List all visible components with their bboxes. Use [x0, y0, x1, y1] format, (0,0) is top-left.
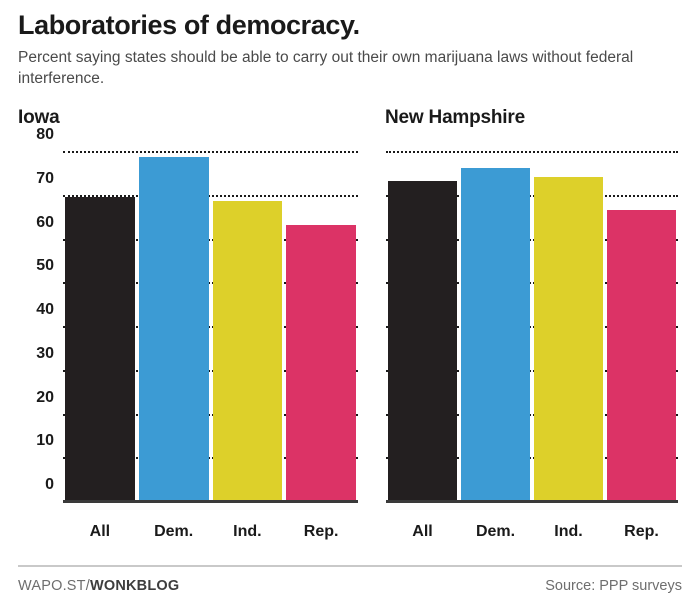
chart-title-iowa: Iowa	[18, 107, 60, 128]
gridline	[386, 369, 678, 372]
bar-slot	[137, 153, 211, 503]
x-axis-line-iowa	[63, 500, 358, 503]
plot-inner-iowa: 0 10 20 30 40 50 60 70 80 All Dem. Ind. Rep.	[36, 126, 358, 540]
x-axis-line-new-hampshire	[386, 500, 678, 503]
y-tick-label: 40	[36, 301, 54, 318]
y-tick-label: 70	[36, 169, 54, 187]
plot-area-iowa: 0 10 20 30 40 50 60 70 80 All Dem. Ind. Rep.	[18, 126, 358, 554]
x-tick-label: Dem.	[154, 523, 194, 540]
charts-container: Iowa 0 10 20 30 40 50 60 70 80 All Dem. Ind. Rep. N…	[18, 104, 682, 554]
y-tick-label: 60	[36, 213, 54, 231]
x-tick-label: Rep.	[303, 523, 339, 540]
gridline	[386, 326, 678, 328]
bar-ind[interactable]	[534, 177, 603, 503]
bar-rep[interactable]	[607, 209, 676, 503]
bar-dem[interactable]	[138, 157, 209, 503]
x-tick-labels-new-hampshire: All Dem. Ind. Rep.	[386, 523, 678, 541]
chart-panel-new-hampshire: New Hampshire All Dem. Ind. Rep.	[382, 104, 682, 554]
x-tick-label: All	[412, 523, 433, 540]
footer: WAPO.ST/WONKBLOG Source: PPP surveys	[18, 565, 682, 594]
gridline	[386, 282, 678, 285]
y-tick-label: 80	[36, 126, 54, 143]
y-tick-label: 30	[36, 344, 54, 362]
bar-slot	[284, 153, 358, 503]
gridline	[63, 151, 358, 153]
chart-title-new-hampshire: New Hampshire	[385, 107, 525, 128]
gridline	[386, 457, 678, 460]
gridline	[386, 151, 678, 153]
gridline	[63, 369, 358, 372]
gridline	[386, 194, 678, 197]
bar-slot	[63, 153, 137, 503]
x-tick-label: All	[89, 523, 111, 540]
y-tick-label: 0	[45, 476, 54, 493]
gridline	[63, 413, 358, 416]
x-tick-label: Ind.	[554, 523, 583, 540]
bar-rep[interactable]	[286, 225, 356, 503]
gridline	[63, 282, 358, 285]
x-tick-labels-iowa: All Dem. Ind. Rep.	[63, 523, 358, 541]
bar-group-iowa	[63, 153, 358, 503]
bar-all[interactable]	[388, 181, 457, 503]
brand-prefix: WAPO.ST/	[18, 578, 90, 594]
bar-slot	[532, 153, 605, 503]
brand-name: WONKBLOG	[89, 578, 180, 594]
gridline	[63, 238, 358, 241]
y-tick-label: 50	[36, 257, 54, 275]
x-tick-label: Rep.	[624, 523, 659, 540]
chart-panel-iowa: Iowa 0 10 20 30 40 50 60 70 80 All Dem. Ind. Rep.	[18, 104, 358, 554]
gridline	[63, 194, 358, 197]
x-tick-label: Ind.	[233, 523, 262, 540]
bar-slot	[605, 153, 678, 503]
bar-all[interactable]	[65, 196, 135, 503]
bar-slot	[459, 153, 532, 503]
bar-group-new-hampshire	[386, 153, 678, 503]
gridline	[386, 413, 678, 416]
gridline	[386, 238, 678, 241]
page-title: Laboratories of democracy.	[18, 10, 360, 40]
bar-dem[interactable]	[461, 168, 530, 503]
source-credit: Source: PPP surveys	[545, 578, 682, 594]
panel-gap	[358, 104, 382, 554]
y-tick-label: 20	[36, 388, 54, 406]
bar-ind[interactable]	[212, 201, 283, 503]
brand-credit: WAPO.ST/WONKBLOG	[18, 578, 179, 594]
y-tick-label: 10	[36, 432, 54, 450]
plot-area-new-hampshire: All Dem. Ind. Rep.	[382, 138, 682, 554]
bar-slot	[386, 153, 459, 503]
plot-inner-new-hampshire: All Dem. Ind. Rep.	[386, 151, 678, 540]
x-tick-label: Dem.	[475, 523, 516, 540]
page-subtitle: Percent saying states should be able to …	[18, 49, 634, 87]
bar-slot	[211, 153, 285, 503]
gridline	[63, 326, 358, 328]
gridline	[63, 457, 358, 460]
